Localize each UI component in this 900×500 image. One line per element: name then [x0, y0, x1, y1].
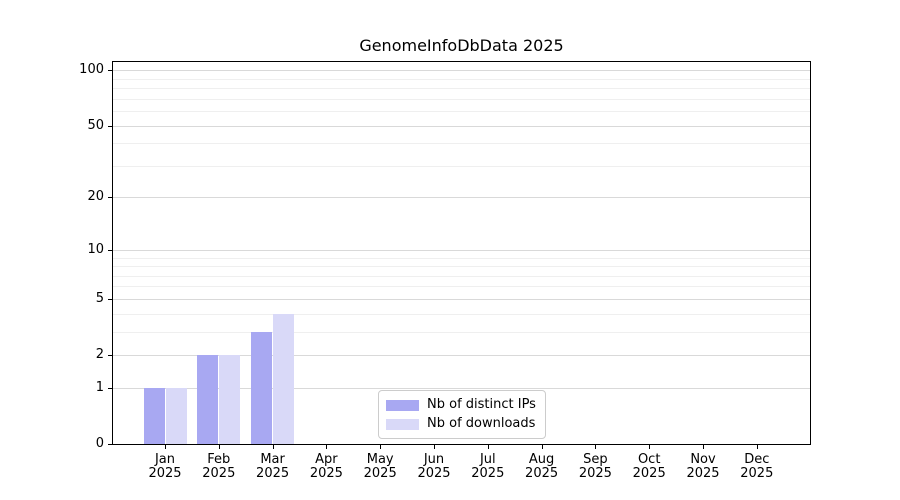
legend-label-downloads: Nb of downloads: [427, 416, 536, 431]
x-tick-label-apr: Apr 2025: [286, 453, 366, 480]
gridline-minor: [113, 275, 810, 277]
gridline-major: [113, 70, 810, 72]
gridline-minor: [113, 111, 810, 112]
gridline-major: [113, 298, 810, 300]
legend-label-distinct-ips: Nb of distinct IPs: [427, 397, 536, 412]
x-tick-month: May: [366, 452, 394, 467]
x-tick-mark: [326, 445, 328, 449]
x-tick-month: Mar: [260, 452, 285, 467]
y-tick-mark: [108, 444, 112, 445]
x-tick-mark: [703, 445, 704, 449]
x-tick-mark: [595, 445, 597, 449]
y-tick-mark: [108, 125, 112, 127]
x-tick-month: Jul: [479, 452, 496, 467]
legend-swatch-distinct-ips: [386, 399, 419, 411]
x-tick-year: 2025: [632, 465, 666, 481]
bar-downloads-jan: [165, 387, 187, 444]
gridline-minor: [113, 266, 810, 267]
legend-item-downloads: Nb of downloads: [386, 417, 535, 431]
x-tick-year: 2025: [471, 465, 505, 481]
bar-distinct-ips-jan: [143, 387, 165, 444]
y-tick-label: 100: [79, 62, 104, 78]
x-tick-label-may: May 2025: [340, 453, 420, 480]
x-tick-mark: [272, 445, 274, 449]
x-tick-mark: [380, 445, 382, 449]
x-tick-mark: [165, 445, 166, 449]
y-tick-label: 1: [95, 379, 104, 395]
x-tick-month: Apr: [315, 452, 338, 467]
y-tick-mark: [108, 70, 112, 72]
plot-area: Nb of distinct IPs Nb of downloads 100 50…: [79, 61, 811, 480]
legend-item-distinct-ips: Nb of distinct IPs: [386, 397, 536, 412]
y-tick-label: 20: [87, 189, 104, 205]
x-tick-label-sep: Sep 2025: [555, 453, 635, 480]
x-tick-year: 2025: [202, 465, 236, 481]
y-tick-mark: [108, 387, 112, 389]
x-tick-year: 2025: [148, 465, 182, 481]
x-tick-label-dec: Dec 2025: [717, 453, 797, 480]
x-tick-mark: [649, 445, 651, 449]
y-tick-label: 2: [95, 347, 104, 362]
x-tick-year: 2025: [525, 465, 559, 481]
gridline-major: [113, 125, 810, 127]
gridline-minor: [113, 257, 810, 259]
bar-downloads-mar: [273, 313, 295, 444]
bar-distinct-ips-feb: [197, 355, 219, 444]
x-tick-label-mar: Mar 2025: [233, 453, 313, 480]
x-tick-month: Sep: [583, 452, 608, 467]
y-tick-mark: [108, 197, 112, 199]
gridline-major: [113, 387, 810, 389]
gridline-minor: [113, 331, 810, 333]
gridline-minor: [113, 78, 810, 80]
x-tick-month: Jun: [423, 452, 445, 467]
x-tick-mark: [487, 445, 489, 449]
gridline-minor: [113, 313, 810, 315]
gridline-minor: [113, 98, 810, 100]
chart-title: GenomeInfoDbData 2025: [359, 36, 564, 55]
legend-swatch-downloads: [386, 418, 419, 430]
x-tick-year: 2025: [417, 465, 451, 481]
y-tick-mark: [108, 298, 112, 300]
y-tick-label: 50: [87, 117, 104, 133]
x-tick-year: 2025: [309, 465, 343, 481]
x-tick-month: Aug: [528, 452, 555, 467]
bar-downloads-feb: [219, 355, 241, 444]
x-tick-month: Nov: [690, 452, 716, 467]
x-tick-month: Feb: [207, 452, 231, 467]
y-tick-label: 0: [95, 436, 104, 451]
x-tick-label-jan: Jan 2025: [125, 453, 205, 480]
x-tick-month: Oct: [637, 452, 661, 467]
y-tick-label: 5: [95, 290, 104, 306]
y-tick-label: 10: [87, 241, 104, 257]
x-tick-label-oct: Oct 2025: [609, 453, 689, 480]
x-tick-year: 2025: [686, 465, 720, 481]
x-tick-mark: [541, 445, 543, 449]
bar-distinct-ips-mar: [251, 331, 273, 444]
y-tick-mark: [108, 249, 112, 251]
x-tick-year: 2025: [363, 465, 397, 481]
gridline-minor: [113, 286, 810, 288]
x-tick-month: Jan: [154, 452, 176, 467]
gridline-major: [113, 249, 810, 251]
x-tick-year: 2025: [578, 465, 612, 481]
x-tick-mark: [434, 445, 435, 449]
gridline-minor: [113, 165, 810, 167]
x-tick-mark: [218, 445, 220, 449]
gridline-major: [113, 197, 810, 199]
x-tick-month: Dec: [744, 452, 770, 467]
x-tick-mark: [756, 445, 758, 449]
gridline-major: [113, 355, 810, 356]
x-tick-label-aug: Aug 2025: [502, 453, 582, 480]
x-tick-year: 2025: [256, 465, 290, 481]
gridline-minor: [113, 88, 810, 89]
x-tick-label-jul: Jul 2025: [448, 453, 528, 480]
x-tick-label-nov: Nov 2025: [663, 453, 743, 480]
gridline-minor: [113, 143, 810, 145]
legend: Nb of distinct IPs Nb of downloads: [378, 390, 546, 439]
x-tick-label-jun: Jun 2025: [394, 453, 474, 480]
x-tick-label-feb: Feb 2025: [179, 453, 259, 480]
x-tick-year: 2025: [740, 465, 774, 481]
y-tick-mark: [108, 355, 112, 356]
